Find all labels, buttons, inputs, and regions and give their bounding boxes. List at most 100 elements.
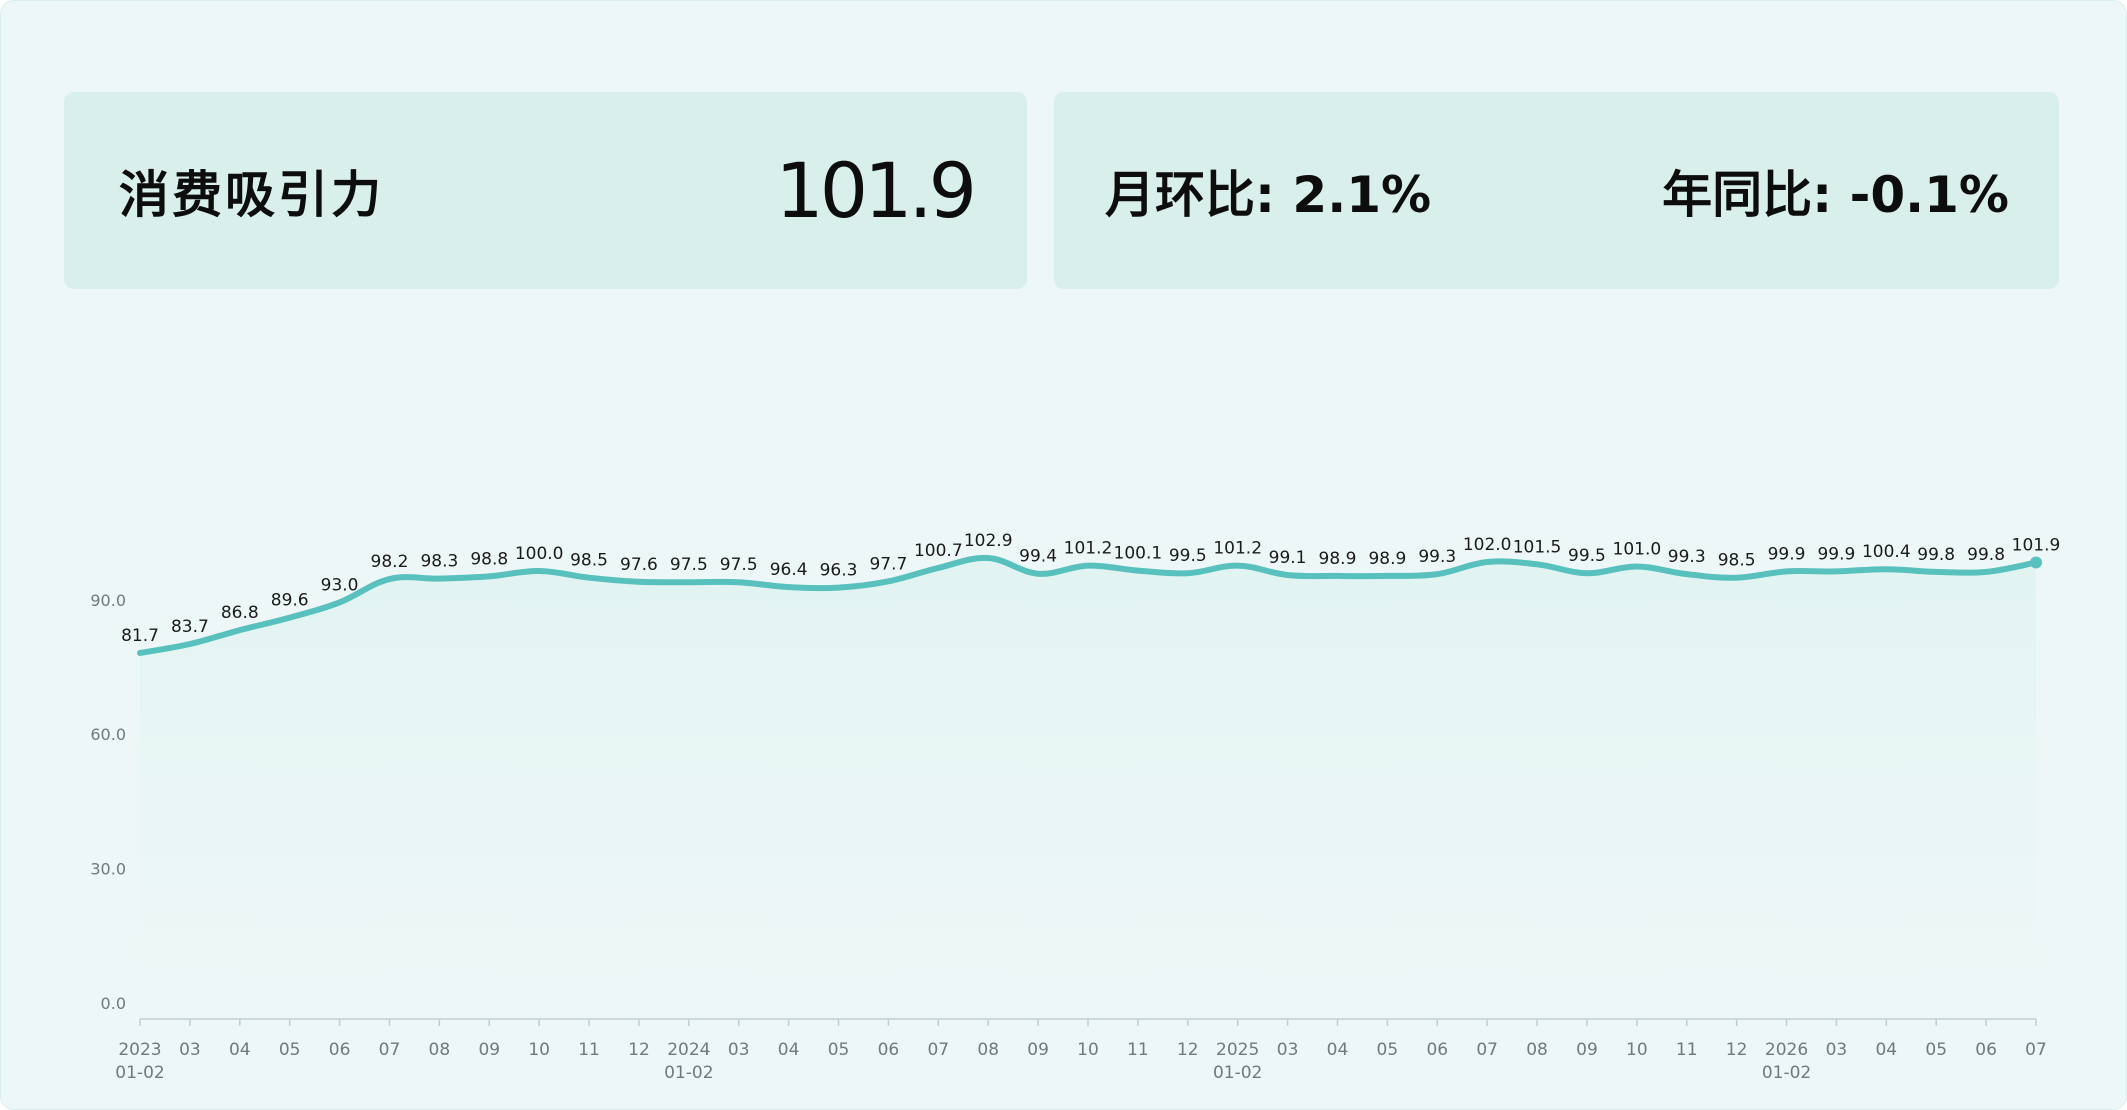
mom-label: 月环比: xyxy=(1105,165,1275,224)
x-tick-label: 05 xyxy=(1377,1040,1399,1060)
data-label: 100.0 xyxy=(515,544,564,564)
x-tick-label: 11 xyxy=(1676,1040,1698,1060)
data-label: 99.3 xyxy=(1418,547,1456,567)
x-tick-label: 03 xyxy=(728,1040,750,1060)
x-tick-label: 2025 xyxy=(1216,1040,1259,1060)
x-tick-label: 07 xyxy=(379,1040,401,1060)
data-label: 99.9 xyxy=(1768,544,1806,564)
yoy-label: 年同比: xyxy=(1662,165,1833,224)
x-tick-label: 06 xyxy=(878,1040,900,1060)
x-tick-label: 08 xyxy=(1526,1040,1548,1060)
x-tick-label: 04 xyxy=(778,1040,800,1060)
data-label: 98.9 xyxy=(1368,549,1406,569)
x-tick-label: 01-02 xyxy=(115,1063,164,1083)
x-tick-label: 01-02 xyxy=(1762,1063,1811,1083)
y-tick-label: 30.0 xyxy=(90,860,126,879)
data-label: 96.4 xyxy=(770,560,808,580)
data-label: 99.4 xyxy=(1019,547,1057,567)
area-fill xyxy=(140,557,2036,1019)
x-tick-label: 04 xyxy=(229,1040,251,1060)
x-tick-label: 06 xyxy=(1426,1040,1448,1060)
data-label: 97.7 xyxy=(869,554,907,574)
x-tick-label: 12 xyxy=(1177,1040,1199,1060)
x-tick-label: 06 xyxy=(329,1040,351,1060)
x-tick-label: 12 xyxy=(628,1040,650,1060)
x-tick-label: 04 xyxy=(1875,1040,1897,1060)
change-card: 月环比: 2.1% 年同比: -0.1% xyxy=(1054,92,2059,289)
data-label: 99.5 xyxy=(1568,546,1606,566)
x-tick-label: 03 xyxy=(1277,1040,1299,1060)
x-tick-label: 05 xyxy=(1925,1040,1947,1060)
x-tick-label: 01-02 xyxy=(664,1063,713,1083)
x-tick-label: 06 xyxy=(1975,1040,1997,1060)
x-tick-label: 10 xyxy=(528,1040,550,1060)
data-label: 97.5 xyxy=(670,555,708,575)
x-tick-label: 12 xyxy=(1726,1040,1748,1060)
series-line xyxy=(137,554,2039,656)
y-tick-label: 60.0 xyxy=(90,725,126,744)
x-tick-label: 09 xyxy=(478,1040,500,1060)
x-tick-label: 11 xyxy=(1127,1040,1149,1060)
metric-card: 消费吸引力 101.9 xyxy=(64,92,1027,289)
data-label: 101.0 xyxy=(1613,540,1662,560)
data-label: 102.0 xyxy=(1463,535,1512,555)
x-tick-label: 08 xyxy=(429,1040,451,1060)
data-label: 101.2 xyxy=(1064,539,1113,559)
data-label: 98.2 xyxy=(371,552,409,572)
y-tick-label: 90.0 xyxy=(90,591,126,610)
data-label: 98.3 xyxy=(420,552,458,572)
data-label: 93.0 xyxy=(321,575,359,595)
x-tick-label: 2026 xyxy=(1765,1040,1808,1060)
x-tick-label: 2024 xyxy=(667,1040,710,1060)
metric-label: 消费吸引力 xyxy=(119,165,384,224)
data-label: 98.5 xyxy=(570,551,608,571)
data-label: 99.3 xyxy=(1668,547,1706,567)
data-label: 83.7 xyxy=(171,617,209,637)
data-label: 99.8 xyxy=(1917,545,1955,565)
x-tick-label: 03 xyxy=(1826,1040,1848,1060)
x-tick-label: 11 xyxy=(578,1040,600,1060)
x-tick-label: 08 xyxy=(977,1040,999,1060)
data-label: 100.4 xyxy=(1862,542,1911,562)
data-label: 99.9 xyxy=(1817,544,1855,564)
mom-value: 2.1% xyxy=(1292,165,1432,224)
x-tick-label: 10 xyxy=(1626,1040,1648,1060)
end-point-marker xyxy=(2030,556,2042,569)
data-label: 101.2 xyxy=(1213,539,1262,559)
year-over-year: 年同比: -0.1% xyxy=(1662,155,2009,227)
data-label: 102.9 xyxy=(964,531,1013,551)
x-tick-label: 2023 xyxy=(118,1040,161,1060)
data-label: 99.1 xyxy=(1269,548,1307,568)
data-label: 86.8 xyxy=(221,603,259,623)
x-tick-label: 09 xyxy=(1027,1040,1049,1060)
data-label: 99.8 xyxy=(1967,545,2005,565)
x-tick-label: 03 xyxy=(179,1040,201,1060)
x-tick-label: 05 xyxy=(828,1040,850,1060)
x-tick-label: 01-02 xyxy=(1213,1063,1262,1083)
data-label: 101.5 xyxy=(1513,537,1562,557)
data-label: 100.1 xyxy=(1114,544,1163,564)
data-label: 81.7 xyxy=(121,626,159,646)
x-tick-label: 10 xyxy=(1077,1040,1099,1060)
metric-value: 101.9 xyxy=(775,146,977,235)
data-label: 96.3 xyxy=(820,561,858,581)
month-over-month: 月环比: 2.1% xyxy=(1105,155,1431,227)
x-tick-label: 09 xyxy=(1576,1040,1598,1060)
x-tick-label: 07 xyxy=(927,1040,949,1060)
x-tick-label: 04 xyxy=(1327,1040,1349,1060)
data-label: 89.6 xyxy=(271,591,309,611)
data-label: 98.9 xyxy=(1319,549,1357,569)
x-tick-label: 07 xyxy=(2025,1040,2047,1060)
yoy-value: -0.1% xyxy=(1849,165,2009,224)
data-label: 97.5 xyxy=(720,555,758,575)
data-label: 98.8 xyxy=(470,549,508,569)
data-label: 98.5 xyxy=(1718,551,1756,571)
data-label: 100.7 xyxy=(914,541,963,561)
y-tick-label: 0.0 xyxy=(101,994,126,1013)
data-label: 97.6 xyxy=(620,555,658,575)
x-tick-label: 05 xyxy=(279,1040,301,1060)
data-label: 99.5 xyxy=(1169,546,1207,566)
data-label: 101.9 xyxy=(2012,535,2061,555)
